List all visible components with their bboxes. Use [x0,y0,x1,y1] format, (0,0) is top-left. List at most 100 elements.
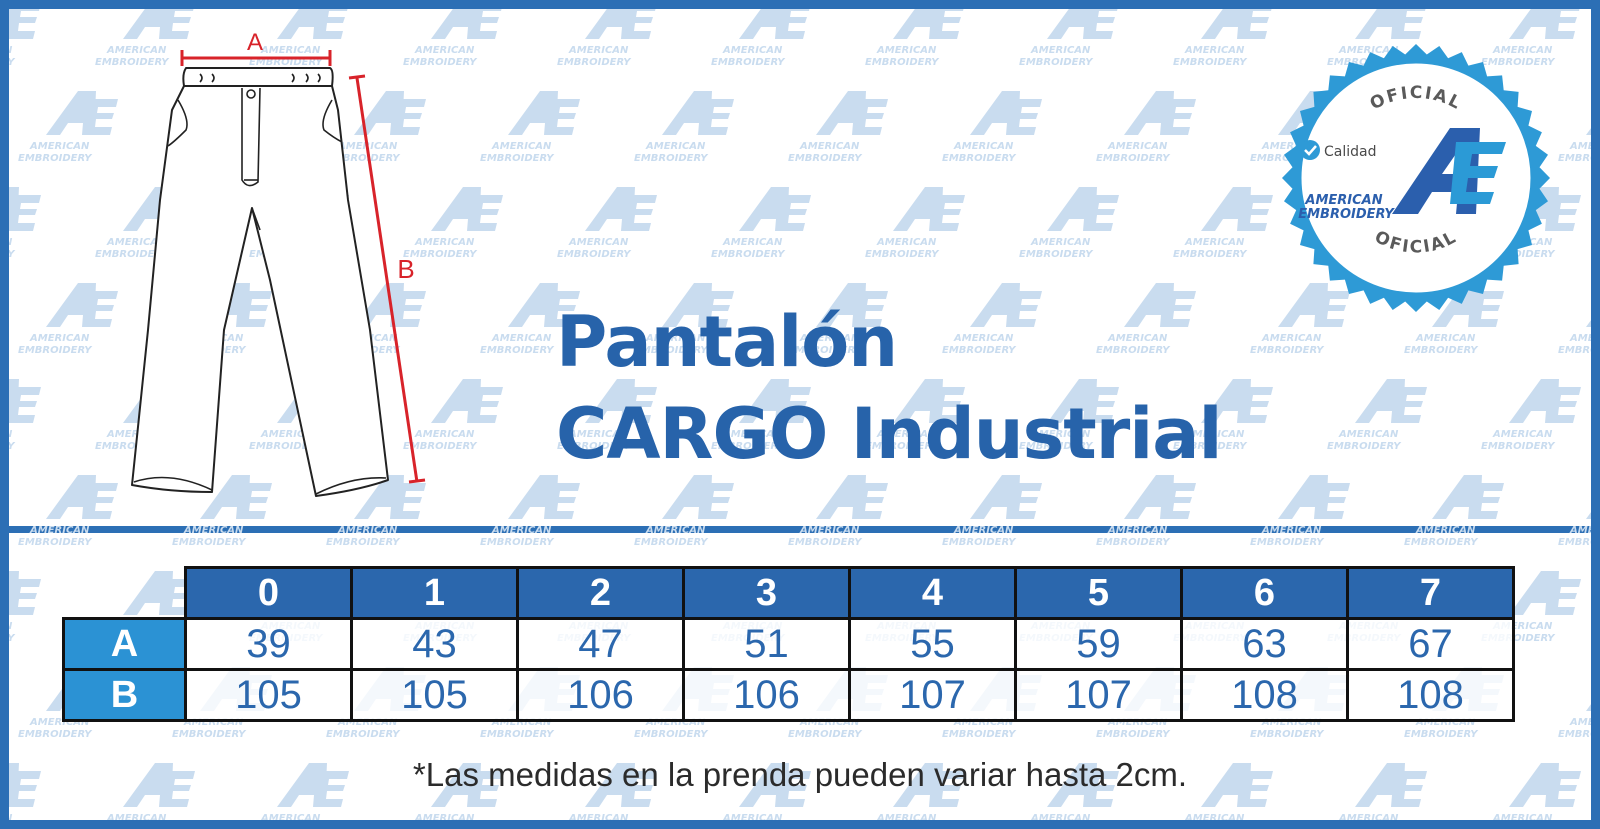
svg-text:EMBROIDERY: EMBROIDERY [480,537,555,548]
svg-text:AMERICAN: AMERICAN [491,525,552,536]
size-header-row: 0 1 2 3 4 5 6 7 [64,566,1515,620]
svg-text:AMERICAN: AMERICAN [183,717,244,728]
svg-text:EMBROIDERY: EMBROIDERY [942,729,1017,740]
svg-text:AMERICAN: AMERICAN [106,813,167,820]
svg-text:AMERICAN: AMERICAN [876,813,937,820]
svg-text:EMBROIDERY: EMBROIDERY [326,153,401,164]
svg-text:AMERICAN: AMERICAN [1492,429,1553,440]
svg-text:EMBROIDERY: EMBROIDERY [9,633,16,644]
product-title: Pantalón CARGO Industrial [556,296,1376,480]
svg-text:EMBROIDERY: EMBROIDERY [1096,537,1171,548]
svg-text:AMERICAN: AMERICAN [1415,333,1476,344]
svg-text:EMBROIDERY: EMBROIDERY [9,441,16,452]
svg-text:EMBROIDERY: EMBROIDERY [1250,729,1325,740]
table-cell: 106 [516,668,685,722]
svg-text:AMERICAN: AMERICAN [799,525,860,536]
svg-text:AMERICAN: AMERICAN [1569,333,1591,344]
table-cell: 105 [350,668,519,722]
svg-text:AMERICAN: AMERICAN [1415,525,1476,536]
svg-text:EMBROIDERY: EMBROIDERY [865,249,940,260]
table-cell: 107 [1014,668,1183,722]
table-cell: 55 [848,617,1017,671]
svg-text:EMBROIDERY: EMBROIDERY [1404,345,1479,356]
svg-text:EMBROIDERY: EMBROIDERY [711,249,786,260]
svg-text:AMERICAN: AMERICAN [799,141,860,152]
svg-text:AMERICAN: AMERICAN [1261,333,1322,344]
svg-text:EMBROIDERY: EMBROIDERY [480,729,555,740]
svg-text:AMERICAN: AMERICAN [1107,333,1168,344]
svg-text:AMERICAN: AMERICAN [568,237,629,248]
check-icon [1300,140,1320,160]
svg-text:AMERICAN: AMERICAN [414,237,475,248]
svg-text:AMERICAN: AMERICAN [722,237,783,248]
svg-text:EMBROIDERY: EMBROIDERY [1327,441,1402,452]
svg-text:EMBROIDERY: EMBROIDERY [1481,57,1556,68]
table-row-a: A 39 43 47 51 55 59 63 67 [62,617,1515,671]
svg-text:AMERICAN: AMERICAN [1569,141,1591,152]
table-cell: 106 [682,668,851,722]
svg-text:EMBROIDERY: EMBROIDERY [711,57,786,68]
svg-text:EMBROIDERY: EMBROIDERY [1558,153,1591,164]
svg-text:AMERICAN: AMERICAN [106,45,167,56]
svg-text:AMERICAN: AMERICAN [183,525,244,536]
svg-text:EMBROIDERY: EMBROIDERY [1481,249,1556,260]
svg-text:EMBROIDERY: EMBROIDERY [711,441,786,452]
pants-details [133,73,387,495]
pants-diagram: A B [131,30,426,497]
svg-text:EMBROIDERY: EMBROIDERY [1250,537,1325,548]
row-label-b: B [62,668,187,722]
svg-text:AMERICAN: AMERICAN [953,333,1014,344]
pants-outline [131,67,389,497]
svg-text:EMBROIDERY: EMBROIDERY [865,441,940,452]
svg-text:EMBROIDERY: EMBROIDERY [95,57,170,68]
svg-text:EMBROIDERY: EMBROIDERY [403,57,478,68]
svg-text:AMERICAN: AMERICAN [1338,45,1399,56]
size-header-cell: 0 [184,566,353,620]
svg-text:EMBROIDERY: EMBROIDERY [9,57,16,68]
svg-text:AMERICAN: AMERICAN [645,333,706,344]
svg-text:AMERICAN: AMERICAN [9,45,13,56]
table-corner [64,568,186,619]
svg-text:AMERICAN: AMERICAN [29,141,90,152]
table-cell: 105 [184,668,353,722]
measure-b-label: B [397,254,414,284]
svg-text:AMERICAN: AMERICAN [1261,525,1322,536]
svg-text:EMBROIDERY: EMBROIDERY [1096,153,1171,164]
size-header-cell: 7 [1346,566,1515,620]
svg-text:EMBROIDERY: EMBROIDERY [1250,345,1325,356]
svg-text:AMERICAN: AMERICAN [9,813,13,820]
section-divider [0,526,1600,533]
svg-text:EMBROIDERY: EMBROIDERY [1481,633,1556,644]
svg-text:AMERICAN: AMERICAN [1184,45,1245,56]
svg-text:AMERICAN: AMERICAN [1184,429,1245,440]
svg-text:AMERICAN: AMERICAN [29,333,90,344]
official-seal: OFICIAL OFICIAL Calidad AMERICAN EMBROID… [1282,44,1550,312]
svg-text:EMBROIDERY: EMBROIDERY [1096,729,1171,740]
svg-text:AMERICAN: AMERICAN [1492,621,1553,632]
svg-text:AMERICAN: AMERICAN [568,813,629,820]
